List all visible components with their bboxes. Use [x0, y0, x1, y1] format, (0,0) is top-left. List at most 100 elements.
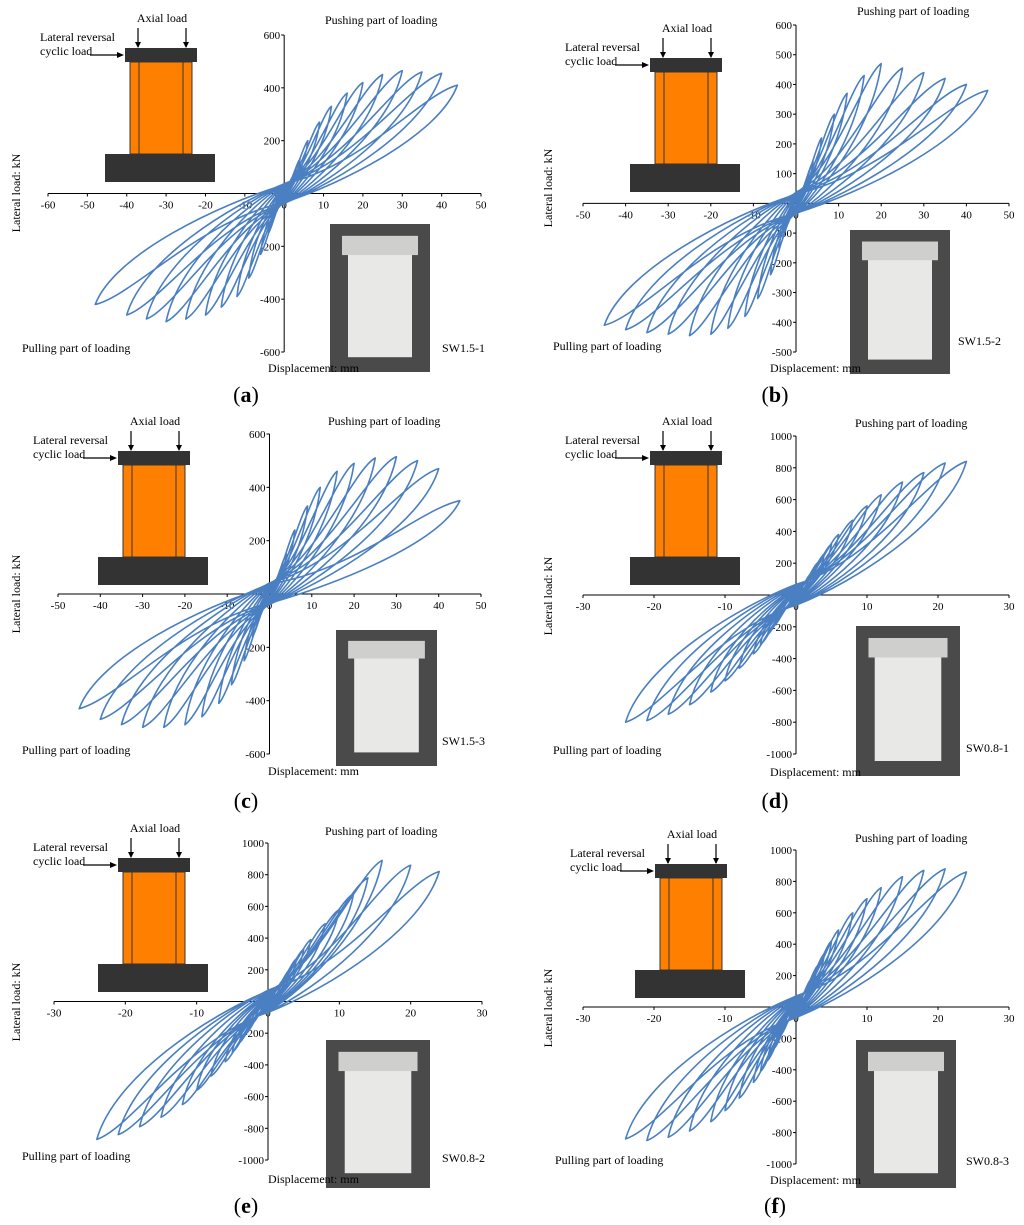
y-tick-label: -1000 [766, 1159, 792, 1171]
lateral-load-label: Lateral reversal [33, 433, 109, 447]
x-tick-label: 50 [1004, 209, 1016, 221]
lateral-load-arrowhead [642, 455, 649, 461]
x-tick-label: -20 [647, 601, 662, 613]
loading-beam [655, 864, 727, 878]
y-tick-label: 1000 [770, 431, 793, 443]
x-tick-label: -10 [718, 1013, 733, 1025]
y-tick-label: -200 [772, 622, 793, 634]
y-tick-label: -400 [260, 294, 281, 306]
x-tick-label: -50 [80, 200, 95, 212]
y-tick-label: -800 [772, 717, 793, 729]
specimen-photo-wall [868, 258, 932, 360]
pulling-label: Pulling part of loading [555, 1153, 663, 1167]
axial-load-label: Axial load [130, 821, 180, 835]
specimen-label: SW0.8-1 [966, 741, 1009, 755]
specimen-label: SW1.5-3 [442, 734, 485, 748]
lateral-load-label: cyclic load [33, 854, 85, 868]
x-tick-label: -60 [41, 200, 56, 212]
specimen-photo-wall [354, 657, 419, 753]
x-tick-label: 40 [433, 600, 445, 612]
pushing-label: Pushing part of loading [325, 824, 437, 838]
axial-load-arrowhead [660, 445, 666, 451]
panel-label: (f) [764, 1193, 786, 1218]
x-tick-label: 0 [265, 1008, 271, 1020]
y-tick-label: 400 [248, 933, 265, 945]
specimen-label: SW1.5-1 [442, 341, 485, 355]
loading-beam [650, 58, 722, 72]
x-tick-label: 0 [793, 1013, 799, 1025]
x-tick-label: -40 [93, 600, 108, 612]
axial-load-label: Axial load [662, 414, 712, 428]
pushing-label: Pushing part of loading [857, 4, 969, 18]
y-tick-label: 400 [249, 482, 266, 494]
specimen-photo-wall [874, 656, 942, 761]
wall-panel [654, 71, 718, 165]
panel-label: (d) [762, 788, 789, 813]
hysteresis-curve [94, 69, 459, 323]
y-tick-label: 400 [776, 939, 793, 951]
x-tick-label: -30 [135, 600, 150, 612]
foundation-beam [635, 970, 745, 998]
y-tick-label: 800 [776, 876, 793, 888]
axial-load-label: Axial load [137, 11, 187, 25]
pushing-label: Pushing part of loading [855, 831, 967, 845]
specimen-photo-beam [348, 640, 425, 659]
lateral-load-label: cyclic load [33, 447, 85, 461]
x-tick-label: -50 [576, 209, 591, 221]
y-tick-label: 200 [776, 971, 793, 983]
specimen-label: SW0.8-3 [966, 1154, 1009, 1168]
axial-load-arrowhead [176, 445, 182, 451]
y-tick-label: -400 [245, 696, 266, 708]
hysteresis-curve [603, 62, 989, 337]
loading-beam [118, 858, 190, 872]
x-tick-label: 0 [267, 600, 273, 612]
pushing-label: Pushing part of loading [328, 414, 440, 428]
y-tick-label: -600 [244, 1092, 265, 1104]
y-tick-label: 200 [776, 139, 793, 151]
x-tick-label: 30 [477, 1008, 489, 1020]
lateral-load-arrowhead [110, 455, 117, 461]
lateral-load-label: cyclic load [570, 860, 622, 874]
x-tick-label: -20 [647, 1013, 662, 1025]
x-axis-label: Displacement: mm [268, 764, 360, 778]
specimen-photo-wall [348, 253, 412, 358]
x-tick-label: 20 [876, 209, 888, 221]
y-tick-label: -600 [772, 1096, 793, 1108]
x-tick-label: 50 [476, 200, 488, 212]
loading-beam [118, 451, 190, 465]
axial-load-arrowhead [176, 852, 182, 858]
y-tick-label: -800 [772, 1128, 793, 1140]
x-tick-label: -20 [178, 600, 193, 612]
loading-beam [125, 48, 197, 62]
y-tick-label: 400 [776, 526, 793, 538]
y-tick-label: 1000 [770, 845, 793, 857]
y-tick-label: -500 [772, 347, 793, 359]
wall-panel [659, 877, 723, 971]
y-tick-label: 200 [264, 136, 281, 148]
y-axis-label: Lateral load: kN [9, 962, 23, 1041]
x-tick-label: -10 [189, 1008, 204, 1020]
y-tick-label: -1000 [766, 749, 792, 761]
pulling-label: Pulling part of loading [22, 743, 130, 757]
y-axis-label: Lateral load: kN [541, 968, 555, 1047]
specimen-photo-beam [342, 235, 418, 256]
y-tick-label: -400 [772, 654, 793, 666]
x-tick-label: 10 [334, 1008, 346, 1020]
hysteresis-curve [96, 859, 440, 1141]
foundation-beam [630, 557, 740, 585]
axial-load-label: Axial load [130, 414, 180, 428]
foundation-beam [630, 164, 740, 192]
y-tick-label: 600 [776, 20, 793, 32]
x-tick-label: 30 [1004, 601, 1016, 613]
x-tick-label: 10 [862, 1013, 874, 1025]
x-tick-label: 10 [862, 601, 874, 613]
specimen-label: SW1.5-2 [958, 334, 1001, 348]
panel-label: (b) [762, 382, 789, 407]
x-tick-label: -30 [576, 601, 591, 613]
x-tick-label: 40 [436, 200, 448, 212]
